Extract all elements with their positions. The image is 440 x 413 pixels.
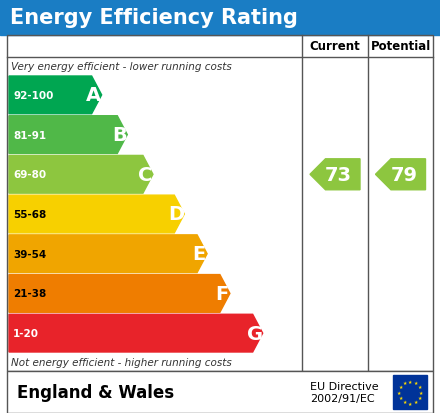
Text: England & Wales: England & Wales (17, 383, 174, 401)
Text: 39-54: 39-54 (13, 249, 46, 259)
Text: Potential: Potential (370, 40, 431, 53)
Polygon shape (9, 116, 127, 154)
Text: C: C (138, 165, 152, 184)
Text: ★: ★ (417, 384, 422, 389)
Text: Energy Efficiency Rating: Energy Efficiency Rating (10, 8, 298, 28)
Text: D: D (168, 205, 184, 224)
Text: 73: 73 (325, 165, 352, 184)
Polygon shape (9, 315, 263, 352)
Text: ★: ★ (408, 379, 412, 384)
Text: Current: Current (310, 40, 360, 53)
Bar (0, 0, 440, 36)
Bar (393, 375, 427, 409)
Text: B: B (112, 126, 127, 145)
Polygon shape (9, 77, 102, 114)
Text: ★: ★ (402, 380, 407, 385)
Text: F: F (215, 284, 228, 303)
Text: ★: ★ (417, 395, 422, 400)
Text: ★: ★ (413, 380, 418, 385)
Text: 81-91: 81-91 (13, 130, 46, 140)
Polygon shape (310, 159, 360, 190)
Polygon shape (9, 196, 184, 233)
Text: E: E (192, 244, 206, 263)
Text: 2002/91/EC: 2002/91/EC (310, 393, 374, 403)
Polygon shape (9, 156, 153, 194)
Text: ★: ★ (398, 384, 403, 389)
Text: ★: ★ (413, 399, 418, 404)
Text: EU Directive: EU Directive (310, 381, 379, 391)
Text: ★: ★ (419, 389, 423, 394)
Text: ★: ★ (408, 401, 412, 406)
Text: 55-68: 55-68 (13, 209, 46, 219)
Text: 1-20: 1-20 (13, 328, 39, 338)
Text: ★: ★ (402, 399, 407, 404)
Bar (7, 371, 433, 413)
Bar (7, 36, 433, 371)
Polygon shape (375, 159, 425, 190)
Text: 21-38: 21-38 (13, 289, 46, 299)
Text: A: A (86, 86, 101, 105)
Text: Very energy efficient - lower running costs: Very energy efficient - lower running co… (11, 62, 232, 72)
Text: 69-80: 69-80 (13, 170, 46, 180)
Text: G: G (246, 324, 263, 343)
Text: ★: ★ (398, 395, 403, 400)
Text: ★: ★ (397, 389, 401, 394)
Polygon shape (9, 275, 230, 313)
Polygon shape (9, 235, 207, 273)
Text: 92-100: 92-100 (13, 90, 53, 101)
Text: 79: 79 (391, 165, 418, 184)
Text: Not energy efficient - higher running costs: Not energy efficient - higher running co… (11, 357, 232, 367)
